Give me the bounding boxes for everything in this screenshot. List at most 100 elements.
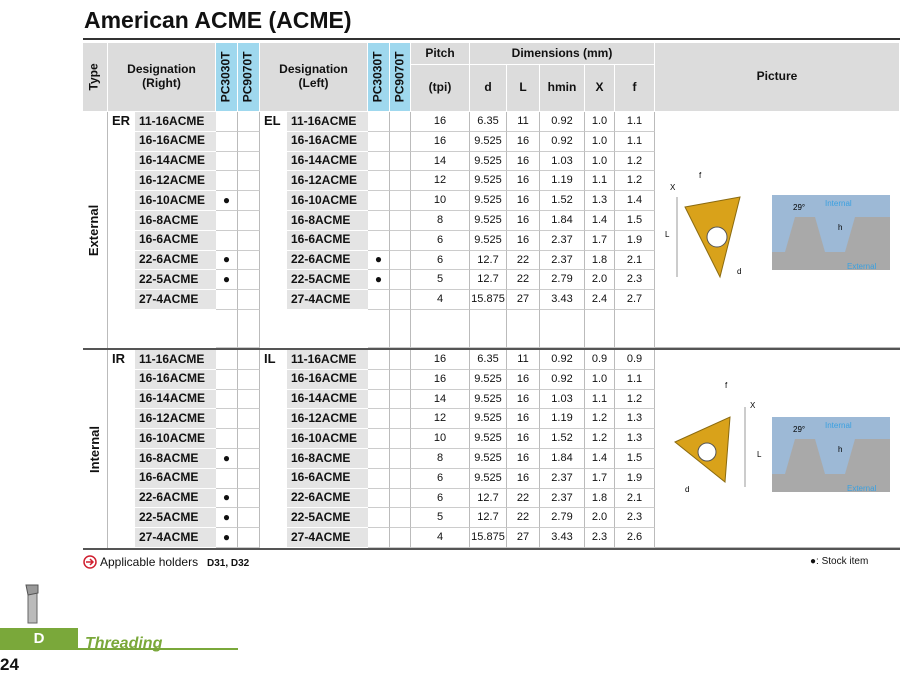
external-picture: L X f d 29° Internal h External bbox=[665, 171, 890, 279]
value: 9.525 bbox=[470, 468, 507, 489]
value: 1.5 bbox=[615, 211, 655, 231]
value: 1.8 bbox=[585, 488, 615, 509]
stock bbox=[390, 230, 411, 251]
value: 11 bbox=[507, 112, 540, 132]
stock: ● bbox=[216, 528, 238, 548]
header-pc9070: PC9070T bbox=[390, 43, 411, 112]
value: 1.19 bbox=[540, 409, 585, 430]
designation: 22-6ACME bbox=[287, 250, 368, 271]
stock bbox=[216, 468, 238, 489]
value: 15.875 bbox=[470, 528, 507, 548]
value: 12 bbox=[411, 171, 470, 192]
section-tab: D bbox=[0, 628, 78, 650]
empty-cell bbox=[411, 310, 470, 348]
value: 0.9 bbox=[615, 350, 655, 370]
stock bbox=[216, 171, 238, 192]
value: 6 bbox=[411, 488, 470, 509]
value: 14 bbox=[411, 389, 470, 410]
stock bbox=[390, 191, 411, 211]
stock bbox=[216, 409, 238, 430]
stock bbox=[390, 369, 411, 390]
value: 12.7 bbox=[470, 488, 507, 509]
title: American ACME (ACME) bbox=[84, 6, 352, 33]
designation: 27-4ACME bbox=[135, 290, 216, 310]
stock: ● bbox=[216, 449, 238, 469]
stock bbox=[238, 409, 260, 430]
designation: 27-4ACME bbox=[287, 290, 368, 310]
stock: ● bbox=[216, 191, 238, 211]
value: 2.1 bbox=[615, 488, 655, 509]
header-pitch: Pitch bbox=[411, 43, 470, 65]
value: 5 bbox=[411, 508, 470, 529]
value: 1.52 bbox=[540, 429, 585, 449]
stock bbox=[390, 151, 411, 172]
header-pc3030-text: PC3030T bbox=[218, 51, 233, 103]
value: 9.525 bbox=[470, 191, 507, 211]
stock bbox=[390, 290, 411, 310]
internal-picture: L X f d 29° Internal h External bbox=[674, 381, 890, 494]
designation: 16-8ACME bbox=[287, 211, 368, 231]
stock bbox=[368, 389, 390, 410]
value: 14 bbox=[411, 151, 470, 172]
stock bbox=[238, 290, 260, 310]
section-type-text: Internal bbox=[86, 425, 102, 473]
stock bbox=[368, 468, 390, 489]
designation: 16-6ACME bbox=[135, 230, 216, 251]
empty-cell bbox=[390, 310, 411, 348]
label: d bbox=[685, 485, 689, 494]
value: 16 bbox=[411, 369, 470, 390]
value: 9.525 bbox=[470, 171, 507, 192]
label: X bbox=[750, 401, 756, 410]
stock bbox=[390, 131, 411, 152]
designation: 16-16ACME bbox=[135, 369, 216, 390]
header-picture: Picture bbox=[655, 43, 900, 112]
stock bbox=[390, 429, 411, 449]
designation: 22-6ACME bbox=[287, 488, 368, 509]
value: 27 bbox=[507, 290, 540, 310]
value: 6 bbox=[411, 230, 470, 251]
section-rule bbox=[83, 348, 900, 350]
designation: 16-6ACME bbox=[135, 468, 216, 489]
stock bbox=[368, 528, 390, 548]
value: 3.43 bbox=[540, 290, 585, 310]
value: 22 bbox=[507, 270, 540, 291]
stock bbox=[238, 191, 260, 211]
value: 1.9 bbox=[615, 468, 655, 489]
empty-cell bbox=[615, 310, 655, 348]
value: 0.92 bbox=[540, 350, 585, 370]
value: 16 bbox=[507, 429, 540, 449]
picture-cell bbox=[655, 350, 900, 548]
designation: 11-16ACME bbox=[287, 112, 368, 132]
stock bbox=[390, 528, 411, 548]
stock: ● bbox=[216, 488, 238, 509]
designation: 16-16ACME bbox=[135, 131, 216, 152]
value: 1.7 bbox=[585, 230, 615, 251]
value: 2.3 bbox=[615, 508, 655, 529]
designation: 22-5ACME bbox=[287, 508, 368, 529]
stock bbox=[368, 429, 390, 449]
header-pc3030-text: PC3030T bbox=[370, 51, 385, 103]
value: 22 bbox=[507, 250, 540, 271]
label: f bbox=[699, 171, 702, 180]
header-pc3030: PC3030T bbox=[216, 43, 238, 112]
designation: 22-5ACME bbox=[135, 270, 216, 291]
designation: 22-6ACME bbox=[135, 488, 216, 509]
value: 9.525 bbox=[470, 429, 507, 449]
stock bbox=[390, 488, 411, 509]
value: 9.525 bbox=[470, 369, 507, 390]
stock bbox=[368, 191, 390, 211]
stock bbox=[238, 270, 260, 291]
designation: 16-10ACME bbox=[135, 429, 216, 449]
value: 9.525 bbox=[470, 230, 507, 251]
header-dim: hmin bbox=[540, 65, 585, 112]
label: L bbox=[665, 230, 670, 239]
tool-icon bbox=[25, 584, 39, 624]
header-type: Type bbox=[83, 43, 108, 112]
value: 2.7 bbox=[615, 290, 655, 310]
label: External bbox=[847, 484, 877, 493]
designation: 16-16ACME bbox=[287, 131, 368, 152]
value: 2.0 bbox=[585, 270, 615, 291]
value: 12.7 bbox=[470, 250, 507, 271]
designation: 11-16ACME bbox=[135, 350, 216, 370]
